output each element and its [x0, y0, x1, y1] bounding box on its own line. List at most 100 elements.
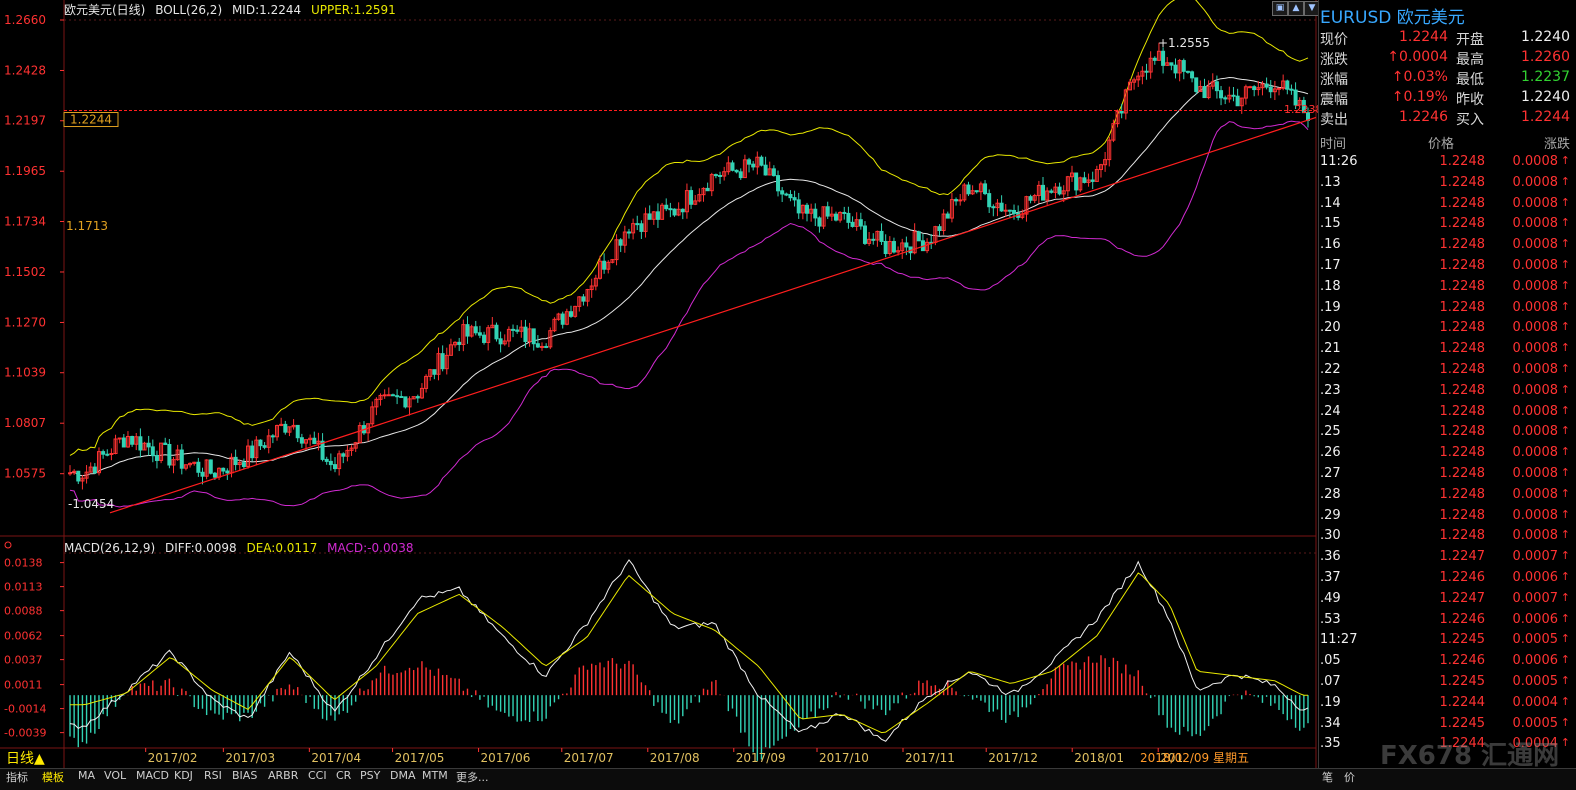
candle-body [1165, 62, 1170, 66]
candle-body [506, 328, 511, 342]
candle-body [469, 326, 474, 337]
tab-8[interactable]: BIAS [232, 769, 258, 782]
tick-price: 1.2247 [1439, 590, 1486, 606]
quote-label: 卖出 [1320, 112, 1348, 128]
candle-body [941, 213, 946, 231]
candle-body [1256, 87, 1261, 91]
tick-time: .30 [1320, 528, 1341, 544]
tab-7[interactable]: RSI [204, 769, 222, 782]
tab-3[interactable]: MA [78, 769, 96, 782]
tick-price: 1.2247 [1439, 549, 1486, 565]
up-arrow-icon: ↑ [1560, 653, 1570, 667]
quote-value: 1.2237 [1521, 69, 1570, 85]
tick-time: .29 [1320, 507, 1341, 523]
tick-row: .35 1.2244 0.0004 ↑ [1320, 736, 1570, 756]
candle-body [962, 184, 967, 201]
boll-label[interactable]: BOLL(26,2) [155, 3, 223, 17]
tick-row: 11:26 1.2248 0.0008 ↑ [1320, 154, 1570, 174]
tick-row: .20 1.2248 0.0008 ↑ [1320, 320, 1570, 340]
candle-body [1032, 195, 1037, 201]
candle-body [780, 190, 785, 195]
quote-row: 震幅 ↑0.19% 昨收 1.2240 [1320, 89, 1570, 109]
candle-body [96, 451, 101, 474]
candle-body [556, 313, 561, 320]
restore-icon[interactable]: ▣ [1272, 1, 1288, 16]
tab-6[interactable]: KDJ [174, 769, 193, 782]
up-arrow-icon: ↑ [1560, 694, 1570, 708]
tick-price: 1.2248 [1439, 486, 1486, 502]
tab-2[interactable]: 模板 [42, 771, 64, 784]
expand-icon[interactable]: ▲ [1288, 1, 1304, 16]
candle-body [1148, 57, 1153, 73]
tab-15[interactable]: 更多... [456, 771, 489, 784]
candle-body [337, 453, 342, 470]
candle-body [1260, 83, 1265, 89]
candle-body [88, 466, 93, 473]
candle-body [461, 324, 466, 345]
candle-body [548, 330, 553, 348]
tick-row: .25 1.2248 0.0008 ↑ [1320, 424, 1570, 444]
candle-body [109, 453, 114, 456]
macd-diff-line [69, 559, 1309, 742]
up-arrow-icon: ↑ [1560, 611, 1570, 625]
candle-body [134, 436, 139, 445]
candle-body [854, 219, 859, 227]
candle-body [697, 194, 702, 202]
candle-body [900, 242, 905, 252]
tab-12[interactable]: PSY [360, 769, 381, 782]
candle-body [701, 187, 706, 196]
quote-value: ↑0.19% [1391, 89, 1448, 105]
candle-body [440, 353, 445, 370]
candle-body [1111, 123, 1116, 141]
tick-price: 1.2248 [1439, 403, 1486, 419]
candle-body [266, 435, 271, 448]
candle-body [535, 343, 540, 348]
candle-body [477, 332, 482, 336]
quote-tab-1[interactable]: 笔 [1322, 771, 1333, 784]
candle-body [668, 208, 673, 211]
tab-9[interactable]: ARBR [268, 769, 299, 782]
up-arrow-icon: ↑ [1560, 445, 1570, 459]
tick-change: 0.0006 [1512, 611, 1559, 627]
tick-change: 0.0005 [1512, 632, 1559, 648]
tab-13[interactable]: DMA [390, 769, 416, 782]
period-selector[interactable]: 日线▲ [6, 751, 45, 767]
candle-body [200, 471, 205, 477]
candle-body [1078, 177, 1083, 191]
tick-change: 0.0008 [1512, 424, 1559, 440]
tab-14[interactable]: MTM [422, 769, 448, 782]
quote-label: 开盘 [1456, 32, 1484, 48]
collapse-icon[interactable]: ▼ [1304, 1, 1320, 16]
tab-4[interactable]: VOL [104, 769, 127, 782]
settings-dot-icon [4, 541, 12, 549]
up-arrow-icon: ↑ [1560, 237, 1570, 251]
price-tick-label: 1.0575 [4, 467, 46, 481]
up-arrow-icon: ↑ [1560, 216, 1570, 230]
tab-5[interactable]: MACD [136, 769, 169, 782]
candle-body [945, 213, 950, 219]
quote-value: ↑0.0004 [1387, 49, 1448, 65]
quote-row: 卖出 1.2246 买入 1.2244 [1320, 109, 1570, 129]
candle-body [332, 464, 337, 470]
tab-1[interactable]: 指标 [6, 771, 28, 784]
candle-body [1227, 94, 1232, 100]
tick-time: .13 [1320, 174, 1341, 190]
tick-price: 1.2244 [1439, 736, 1486, 752]
tick-change: 0.0004 [1512, 694, 1559, 710]
tick-price: 1.2245 [1439, 674, 1486, 689]
price-tick-label: 1.1734 [4, 214, 46, 228]
candle-body [544, 345, 549, 348]
candle-body [320, 440, 325, 460]
candle-body [1185, 70, 1190, 73]
quote-tab-2[interactable]: 价 [1344, 771, 1355, 784]
tab-10[interactable]: CCI [308, 769, 327, 782]
candle-body [610, 259, 615, 263]
candle-body [146, 442, 151, 448]
candle-body [262, 445, 267, 448]
chart-canvas[interactable]: 1.2660 1.2428 1.2197 1.1965 1.1734 1.1502 1.12… [0, 0, 1318, 768]
macd-label[interactable]: MACD(26,12,9) [64, 541, 156, 555]
tick-row: .30 1.2248 0.0008 ↑ [1320, 528, 1570, 548]
tick-time: .28 [1320, 486, 1341, 502]
date-tick-label: 2017/03 [225, 751, 275, 765]
tab-11[interactable]: CR [336, 769, 352, 782]
